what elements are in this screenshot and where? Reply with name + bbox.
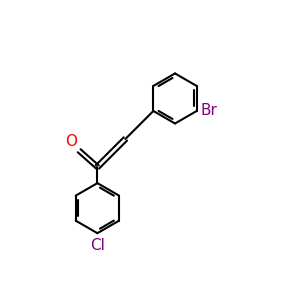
Text: Br: Br: [200, 103, 217, 118]
Text: Cl: Cl: [90, 238, 105, 253]
Text: O: O: [65, 134, 77, 149]
